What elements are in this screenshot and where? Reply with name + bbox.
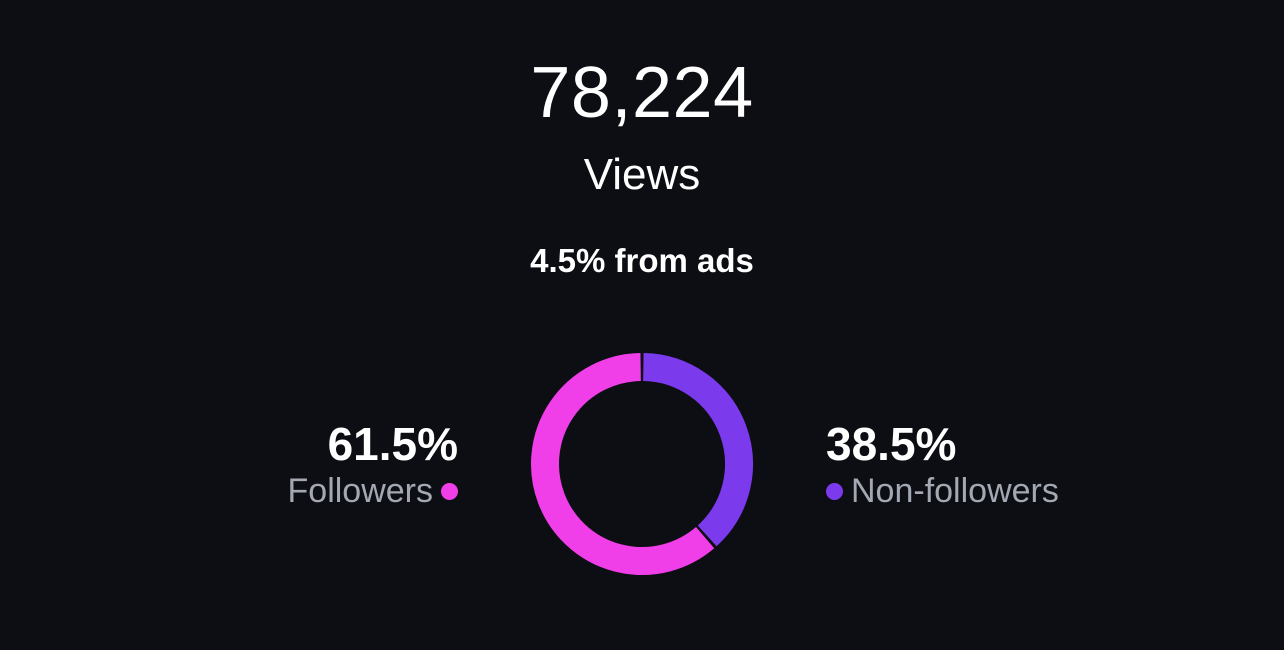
non-followers-label: Non-followers: [851, 472, 1059, 510]
followers-stat: 61.5% Followers: [288, 418, 458, 511]
followers-percent: 61.5%: [327, 418, 458, 470]
followers-legend: Followers: [288, 472, 458, 511]
donut-slice-followers: [531, 353, 715, 575]
metric-label: Views: [583, 150, 701, 199]
followers-label: Followers: [287, 472, 433, 510]
non-followers-dot-icon: [826, 483, 843, 500]
non-followers-stat: 38.5% Non-followers: [826, 418, 1059, 511]
non-followers-percent: 38.5%: [826, 418, 957, 470]
total-views-value: 78,224: [530, 53, 754, 133]
non-followers-legend: Non-followers: [826, 472, 1059, 511]
donut-slice-non-followers: [642, 353, 753, 547]
followers-dot-icon: [441, 483, 458, 500]
views-donut-chart: [531, 353, 753, 575]
ads-percentage-note: 4.5% from ads: [530, 242, 754, 279]
